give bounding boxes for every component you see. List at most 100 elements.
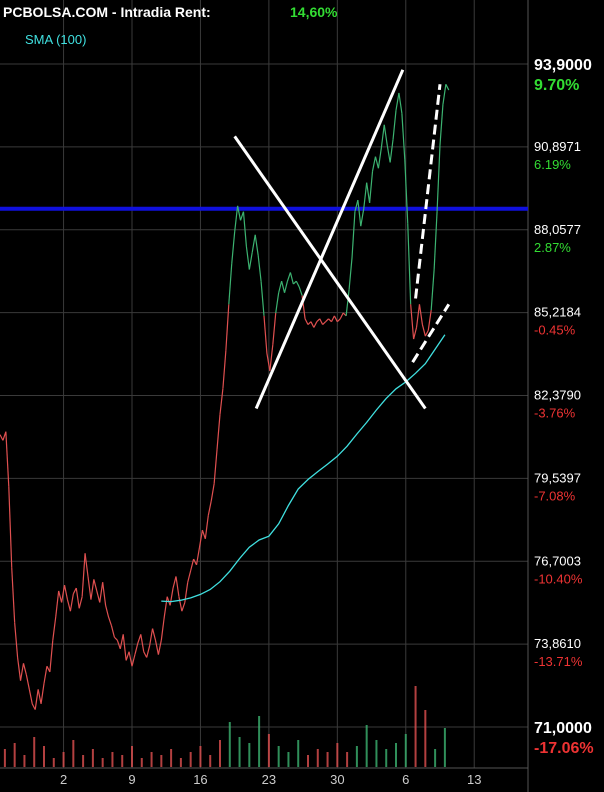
price-series [0, 83, 450, 710]
volume-bar [189, 752, 192, 767]
chart-title: PCBOLSA.COM - Intradia Rent: [3, 4, 211, 20]
dashed-trend-line [414, 84, 442, 299]
price-segment [313, 321, 318, 328]
trend-line [254, 69, 405, 410]
volume-bar [297, 740, 300, 767]
price-segment [398, 92, 403, 114]
price-segment [11, 567, 16, 623]
price-segment [433, 211, 438, 270]
price-segment [49, 640, 54, 673]
trend-line [233, 135, 427, 410]
volume-bar [23, 755, 26, 767]
price-segment [140, 634, 145, 652]
price-segment [225, 304, 230, 351]
y-price-label: 85,2184 [534, 305, 581, 320]
grid [0, 0, 529, 792]
price-segment [298, 286, 303, 296]
y-percent-label: 2.87% [534, 240, 571, 255]
price-segment [17, 657, 22, 681]
price-segment [172, 576, 177, 589]
price-segment [418, 304, 423, 325]
price-segment [151, 628, 157, 641]
price-segment [204, 515, 209, 539]
price-segment [269, 344, 274, 371]
price-segment [354, 199, 359, 212]
price-segment [257, 255, 262, 282]
price-segment [345, 289, 350, 316]
price-segment [328, 318, 332, 323]
price-segment [421, 324, 426, 337]
x-tick-label: 16 [193, 772, 207, 787]
price-segment [307, 321, 312, 325]
price-segment [28, 689, 33, 704]
price-segment [187, 570, 192, 583]
price-segment [169, 587, 174, 606]
price-segment [128, 651, 133, 667]
volume-bar [395, 743, 397, 767]
volume-bar [111, 752, 114, 767]
y-percent-label: -7.08% [534, 488, 576, 503]
sma-legend: SMA (100) [25, 32, 86, 47]
volume-bar [199, 746, 202, 767]
volume-bar [346, 752, 349, 767]
price-segment [0, 434, 4, 441]
x-tick-label: 6 [402, 772, 409, 787]
price-segment [228, 263, 233, 305]
price-segment [266, 353, 271, 371]
price-segment [436, 145, 441, 212]
price-segment [407, 223, 412, 305]
y-price-label: 93,9000 [534, 57, 592, 74]
price-segment [19, 663, 25, 681]
y-price-label: 73,8610 [534, 636, 581, 651]
price-segment [310, 321, 315, 328]
y-percent-label: -17.06% [534, 740, 594, 757]
price-segment [430, 269, 435, 311]
price-segment [316, 318, 321, 323]
price-segment [351, 211, 356, 259]
price-segment [366, 182, 371, 204]
price-segment [439, 104, 444, 146]
x-axis-labels: 2 9 16 23 30 6 13 [60, 772, 482, 787]
price-segment [72, 587, 77, 595]
volume-bar [326, 752, 329, 767]
volume-bar [150, 752, 153, 767]
price-segment [281, 280, 286, 293]
volume-bar [72, 740, 75, 767]
price-segment [105, 605, 110, 618]
price-segment [245, 246, 250, 270]
y-price-label: 82,3790 [534, 388, 581, 403]
price-segment [110, 625, 115, 638]
y-percent-label: -3.76% [534, 406, 576, 421]
y-axis-labels: 93,9000 9.70% 90,8971 6.19% 88,0577 2.87% 85,2… [534, 57, 594, 757]
price-segment [322, 321, 327, 325]
price-segment [193, 558, 198, 566]
price-segment [37, 689, 42, 704]
price-segment [295, 280, 300, 288]
price-segment [222, 350, 227, 389]
y-price-label: 79,5397 [534, 470, 581, 485]
price-segment [75, 587, 80, 609]
x-tick-label: 13 [467, 772, 481, 787]
volume-bar [91, 749, 94, 767]
price-segment [278, 280, 283, 293]
price-segment [116, 639, 121, 650]
y-price-label: 88,0577 [534, 222, 581, 237]
price-segment [333, 315, 338, 322]
price-segment [357, 200, 362, 227]
price-segment [131, 654, 136, 667]
price-segment [369, 171, 374, 204]
price-segment [55, 590, 60, 618]
y-percent-label: -0.45% [534, 323, 576, 338]
volume-bar [375, 740, 378, 767]
volume-bar [336, 743, 339, 767]
volume-bar [228, 722, 231, 767]
price-segment [190, 558, 195, 571]
price-segment [69, 593, 74, 612]
price-segment [207, 501, 212, 516]
dashed-trend-line [411, 303, 451, 364]
price-segment [201, 529, 206, 540]
volume-bar [33, 737, 36, 767]
price-segment [377, 147, 382, 169]
volume-bar [52, 758, 55, 767]
y-price-label: 90,8971 [534, 139, 581, 154]
